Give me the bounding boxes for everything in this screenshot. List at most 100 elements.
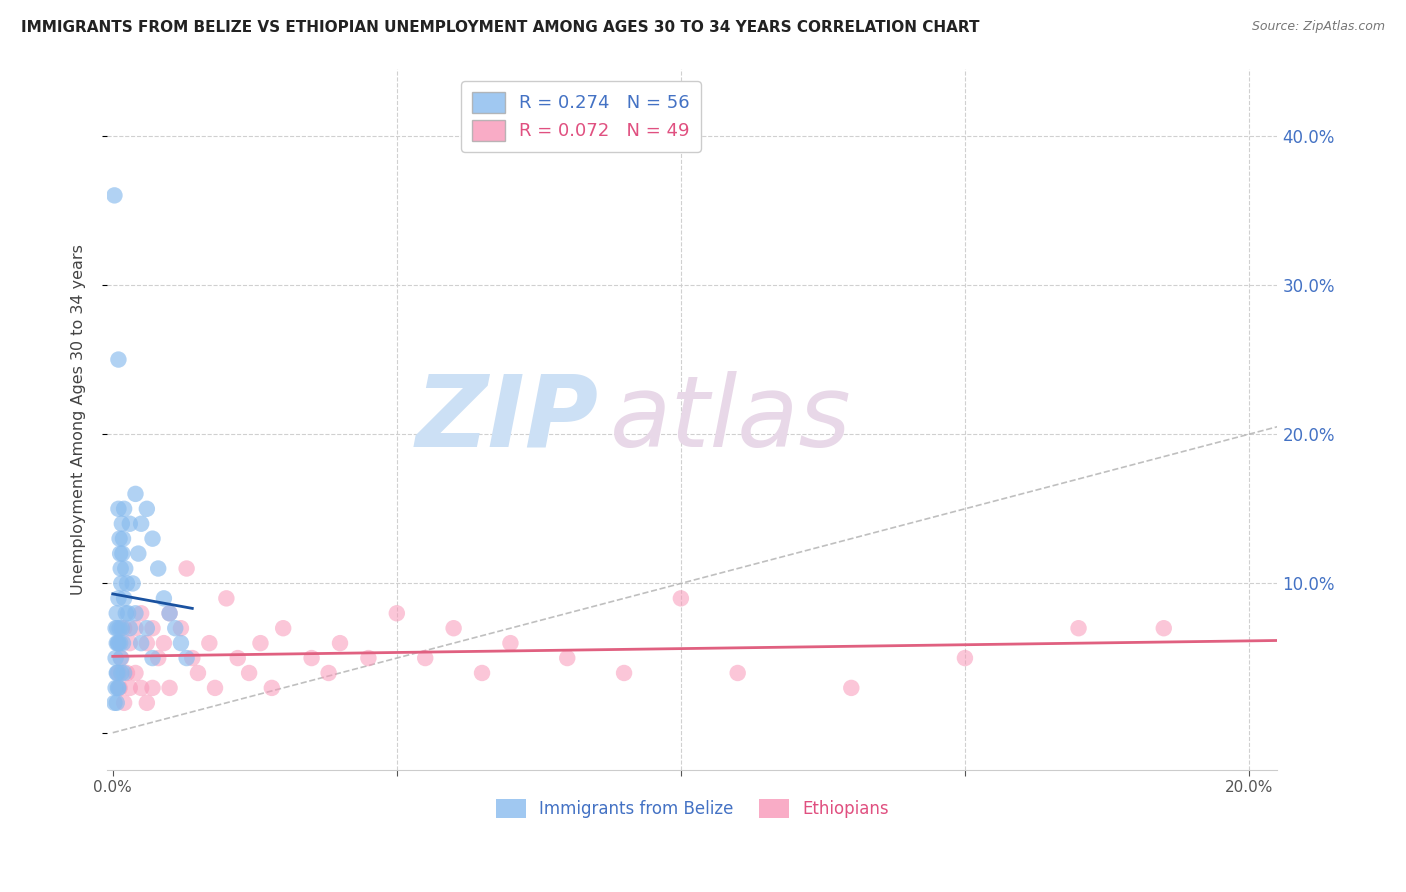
Point xyxy=(124,665,146,680)
Point xyxy=(159,607,181,621)
Point xyxy=(238,665,260,680)
Point xyxy=(118,681,141,695)
Point xyxy=(107,681,129,695)
Point xyxy=(839,681,862,695)
Point xyxy=(115,576,138,591)
Point xyxy=(112,665,135,680)
Point xyxy=(129,607,152,621)
Point xyxy=(129,516,152,531)
Legend: Immigrants from Belize, Ethiopians: Immigrants from Belize, Ethiopians xyxy=(489,792,896,825)
Point xyxy=(105,665,128,680)
Point xyxy=(204,681,226,695)
Point xyxy=(159,607,181,621)
Point xyxy=(111,547,134,561)
Point xyxy=(105,636,128,650)
Point xyxy=(124,621,146,635)
Point xyxy=(135,501,157,516)
Point xyxy=(107,636,129,650)
Point xyxy=(141,651,163,665)
Point xyxy=(165,621,187,635)
Point xyxy=(385,607,408,621)
Point xyxy=(111,636,134,650)
Point xyxy=(121,576,143,591)
Point xyxy=(114,607,136,621)
Point xyxy=(111,516,134,531)
Point xyxy=(107,352,129,367)
Point xyxy=(110,561,132,575)
Point xyxy=(135,636,157,650)
Point xyxy=(104,651,127,665)
Point xyxy=(187,665,209,680)
Point xyxy=(727,665,749,680)
Point xyxy=(499,636,522,650)
Point xyxy=(110,651,132,665)
Point xyxy=(176,651,198,665)
Point xyxy=(114,561,136,575)
Point xyxy=(124,607,146,621)
Point xyxy=(110,576,132,591)
Point xyxy=(135,696,157,710)
Point xyxy=(198,636,221,650)
Point xyxy=(271,621,294,635)
Text: ZIP: ZIP xyxy=(416,371,599,467)
Point xyxy=(176,561,198,575)
Point xyxy=(110,651,132,665)
Point xyxy=(115,665,138,680)
Point xyxy=(108,681,131,695)
Point xyxy=(103,188,125,202)
Point xyxy=(104,621,127,635)
Point xyxy=(111,621,134,635)
Point xyxy=(107,681,129,695)
Point xyxy=(112,591,135,606)
Point xyxy=(105,621,128,635)
Point xyxy=(159,681,181,695)
Point xyxy=(118,621,141,635)
Point xyxy=(110,665,132,680)
Point xyxy=(260,681,283,695)
Point xyxy=(118,516,141,531)
Point xyxy=(105,696,128,710)
Point xyxy=(318,665,340,680)
Point xyxy=(107,591,129,606)
Point xyxy=(124,487,146,501)
Point xyxy=(226,651,249,665)
Point xyxy=(249,636,271,650)
Point xyxy=(1067,621,1090,635)
Point xyxy=(112,501,135,516)
Point xyxy=(105,607,128,621)
Point xyxy=(148,561,170,575)
Point xyxy=(443,621,465,635)
Text: atlas: atlas xyxy=(610,371,852,467)
Point xyxy=(153,591,176,606)
Point xyxy=(669,591,692,606)
Point xyxy=(129,681,152,695)
Point xyxy=(170,636,193,650)
Point xyxy=(105,665,128,680)
Point xyxy=(215,591,238,606)
Point xyxy=(129,636,152,650)
Point xyxy=(413,651,436,665)
Point xyxy=(301,651,323,665)
Point xyxy=(118,636,141,650)
Point xyxy=(117,607,139,621)
Point xyxy=(141,681,163,695)
Text: Source: ZipAtlas.com: Source: ZipAtlas.com xyxy=(1251,20,1385,33)
Point xyxy=(104,681,127,695)
Point xyxy=(141,621,163,635)
Point xyxy=(112,696,135,710)
Point xyxy=(471,665,494,680)
Point xyxy=(107,636,129,650)
Point xyxy=(108,532,131,546)
Y-axis label: Unemployment Among Ages 30 to 34 years: Unemployment Among Ages 30 to 34 years xyxy=(72,244,86,595)
Point xyxy=(1153,621,1175,635)
Point xyxy=(135,621,157,635)
Point xyxy=(107,665,129,680)
Point xyxy=(107,501,129,516)
Point xyxy=(329,636,352,650)
Point xyxy=(357,651,380,665)
Point xyxy=(555,651,578,665)
Point xyxy=(103,696,125,710)
Text: IMMIGRANTS FROM BELIZE VS ETHIOPIAN UNEMPLOYMENT AMONG AGES 30 TO 34 YEARS CORRE: IMMIGRANTS FROM BELIZE VS ETHIOPIAN UNEM… xyxy=(21,20,980,35)
Point xyxy=(170,621,193,635)
Point xyxy=(108,547,131,561)
